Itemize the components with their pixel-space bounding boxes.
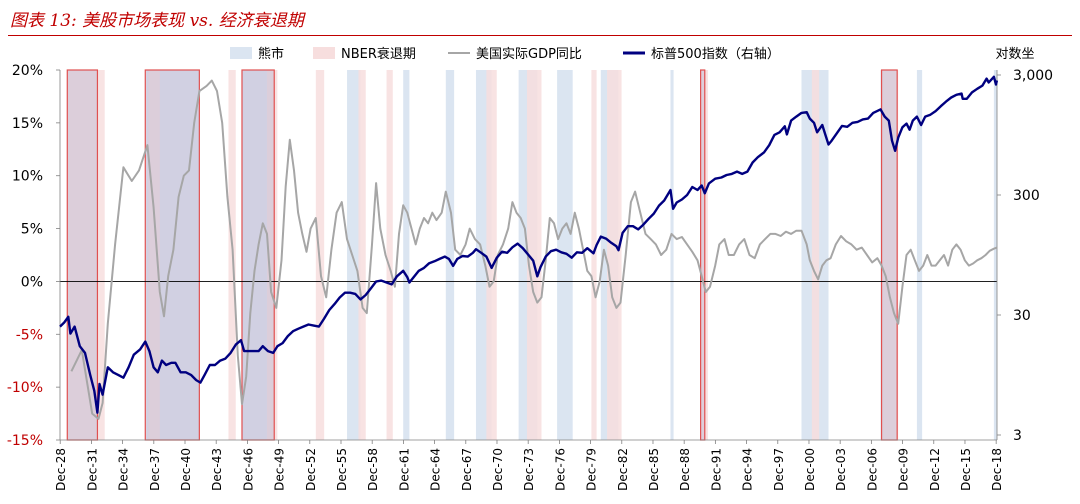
y-left-tick-label: 0%	[21, 274, 43, 290]
y-right-tick-label: 3,000	[1013, 68, 1053, 84]
y-left-tick-label: 15%	[12, 116, 43, 132]
legend-label: 美国实际GDP同比	[476, 47, 582, 62]
x-tick-label: Dec-85	[647, 448, 661, 491]
recession-bear-overlap-box	[700, 69, 706, 441]
x-tick-label: Dec-12	[928, 448, 942, 491]
bear-market-band	[403, 70, 410, 440]
y-left-tick-label: 5%	[21, 222, 43, 238]
x-tick-label: Dec-34	[117, 448, 131, 491]
legend-swatch	[230, 47, 252, 59]
x-tick-label: Dec-28	[54, 448, 68, 491]
title-rule	[8, 35, 1072, 36]
legend-label: NBER衰退期	[341, 46, 416, 62]
x-tick-label: Dec-70	[491, 448, 505, 491]
bear-market-band	[347, 70, 361, 440]
x-tick-label: Dec-46	[241, 448, 255, 491]
x-tick-label: Dec-91	[709, 448, 723, 491]
x-tick-label: Dec-03	[834, 448, 848, 491]
x-tick-label: Dec-73	[522, 448, 536, 491]
chart-title: 图表 13: 美股市场表现 vs. 经济衰退期	[10, 11, 304, 31]
recession-band	[386, 70, 393, 440]
x-tick-label: Dec-67	[460, 448, 474, 491]
bear-market-band	[993, 70, 997, 440]
x-tick-label: Dec-82	[616, 448, 630, 491]
x-tick-label: Dec-49	[273, 448, 287, 491]
x-tick-label: Dec-61	[397, 448, 411, 491]
y-right-tick-label: 30	[1013, 308, 1031, 324]
x-tick-label: Dec-15	[959, 448, 973, 491]
y-right-axis-title: 对数坐	[995, 47, 1034, 62]
x-tick-label: Dec-58	[366, 448, 380, 491]
x-tick-label: Dec-88	[678, 448, 692, 491]
x-tick-label: Dec-00	[803, 448, 817, 491]
y-left-tick-label: -10%	[7, 380, 43, 396]
recession-band	[811, 70, 820, 440]
x-tick-label: Dec-97	[772, 448, 786, 491]
y-right-tick-label: 300	[1013, 188, 1040, 204]
x-tick-label: Dec-37	[148, 448, 162, 491]
bear-market-band	[670, 70, 674, 440]
x-tick-label: Dec-64	[429, 448, 443, 491]
recession-band	[526, 70, 542, 440]
x-tick-label: Dec-55	[335, 448, 349, 491]
y-left-tick-label: -5%	[16, 327, 43, 343]
x-tick-label: Dec-40	[179, 448, 193, 491]
gdp-yoy-line	[70, 79, 998, 420]
legend-swatch	[313, 47, 335, 59]
y-left-tick-label: -15%	[7, 433, 43, 449]
x-tick-label: Dec-76	[553, 448, 567, 491]
bear-market-band	[557, 70, 573, 440]
x-tick-label: Dec-43	[210, 448, 224, 491]
bear-market-band	[445, 70, 455, 440]
x-tick-label: Dec-18	[990, 448, 1004, 491]
x-tick-label: Dec-79	[585, 448, 599, 491]
legend-label: 熊市	[258, 46, 284, 62]
x-tick-label: Dec-09	[897, 448, 911, 491]
recession-band	[486, 70, 497, 440]
sp500-line	[59, 75, 999, 414]
recession-band	[358, 70, 366, 440]
x-tick-label: Dec-06	[865, 448, 879, 491]
recession-band	[591, 70, 597, 440]
x-tick-label: Dec-31	[85, 448, 99, 491]
recession-bear-overlap-box	[66, 69, 99, 441]
bear-market-band	[916, 70, 923, 440]
x-tick-label: Dec-94	[741, 448, 755, 491]
legend-label: 标普500指数（右轴）	[651, 47, 780, 62]
x-tick-label: Dec-52	[304, 448, 318, 491]
y-right-tick-label: 3	[1013, 428, 1022, 444]
y-left-tick-label: 20%	[12, 63, 43, 79]
recession-band	[607, 70, 622, 440]
y-left-tick-label: 10%	[12, 169, 43, 185]
